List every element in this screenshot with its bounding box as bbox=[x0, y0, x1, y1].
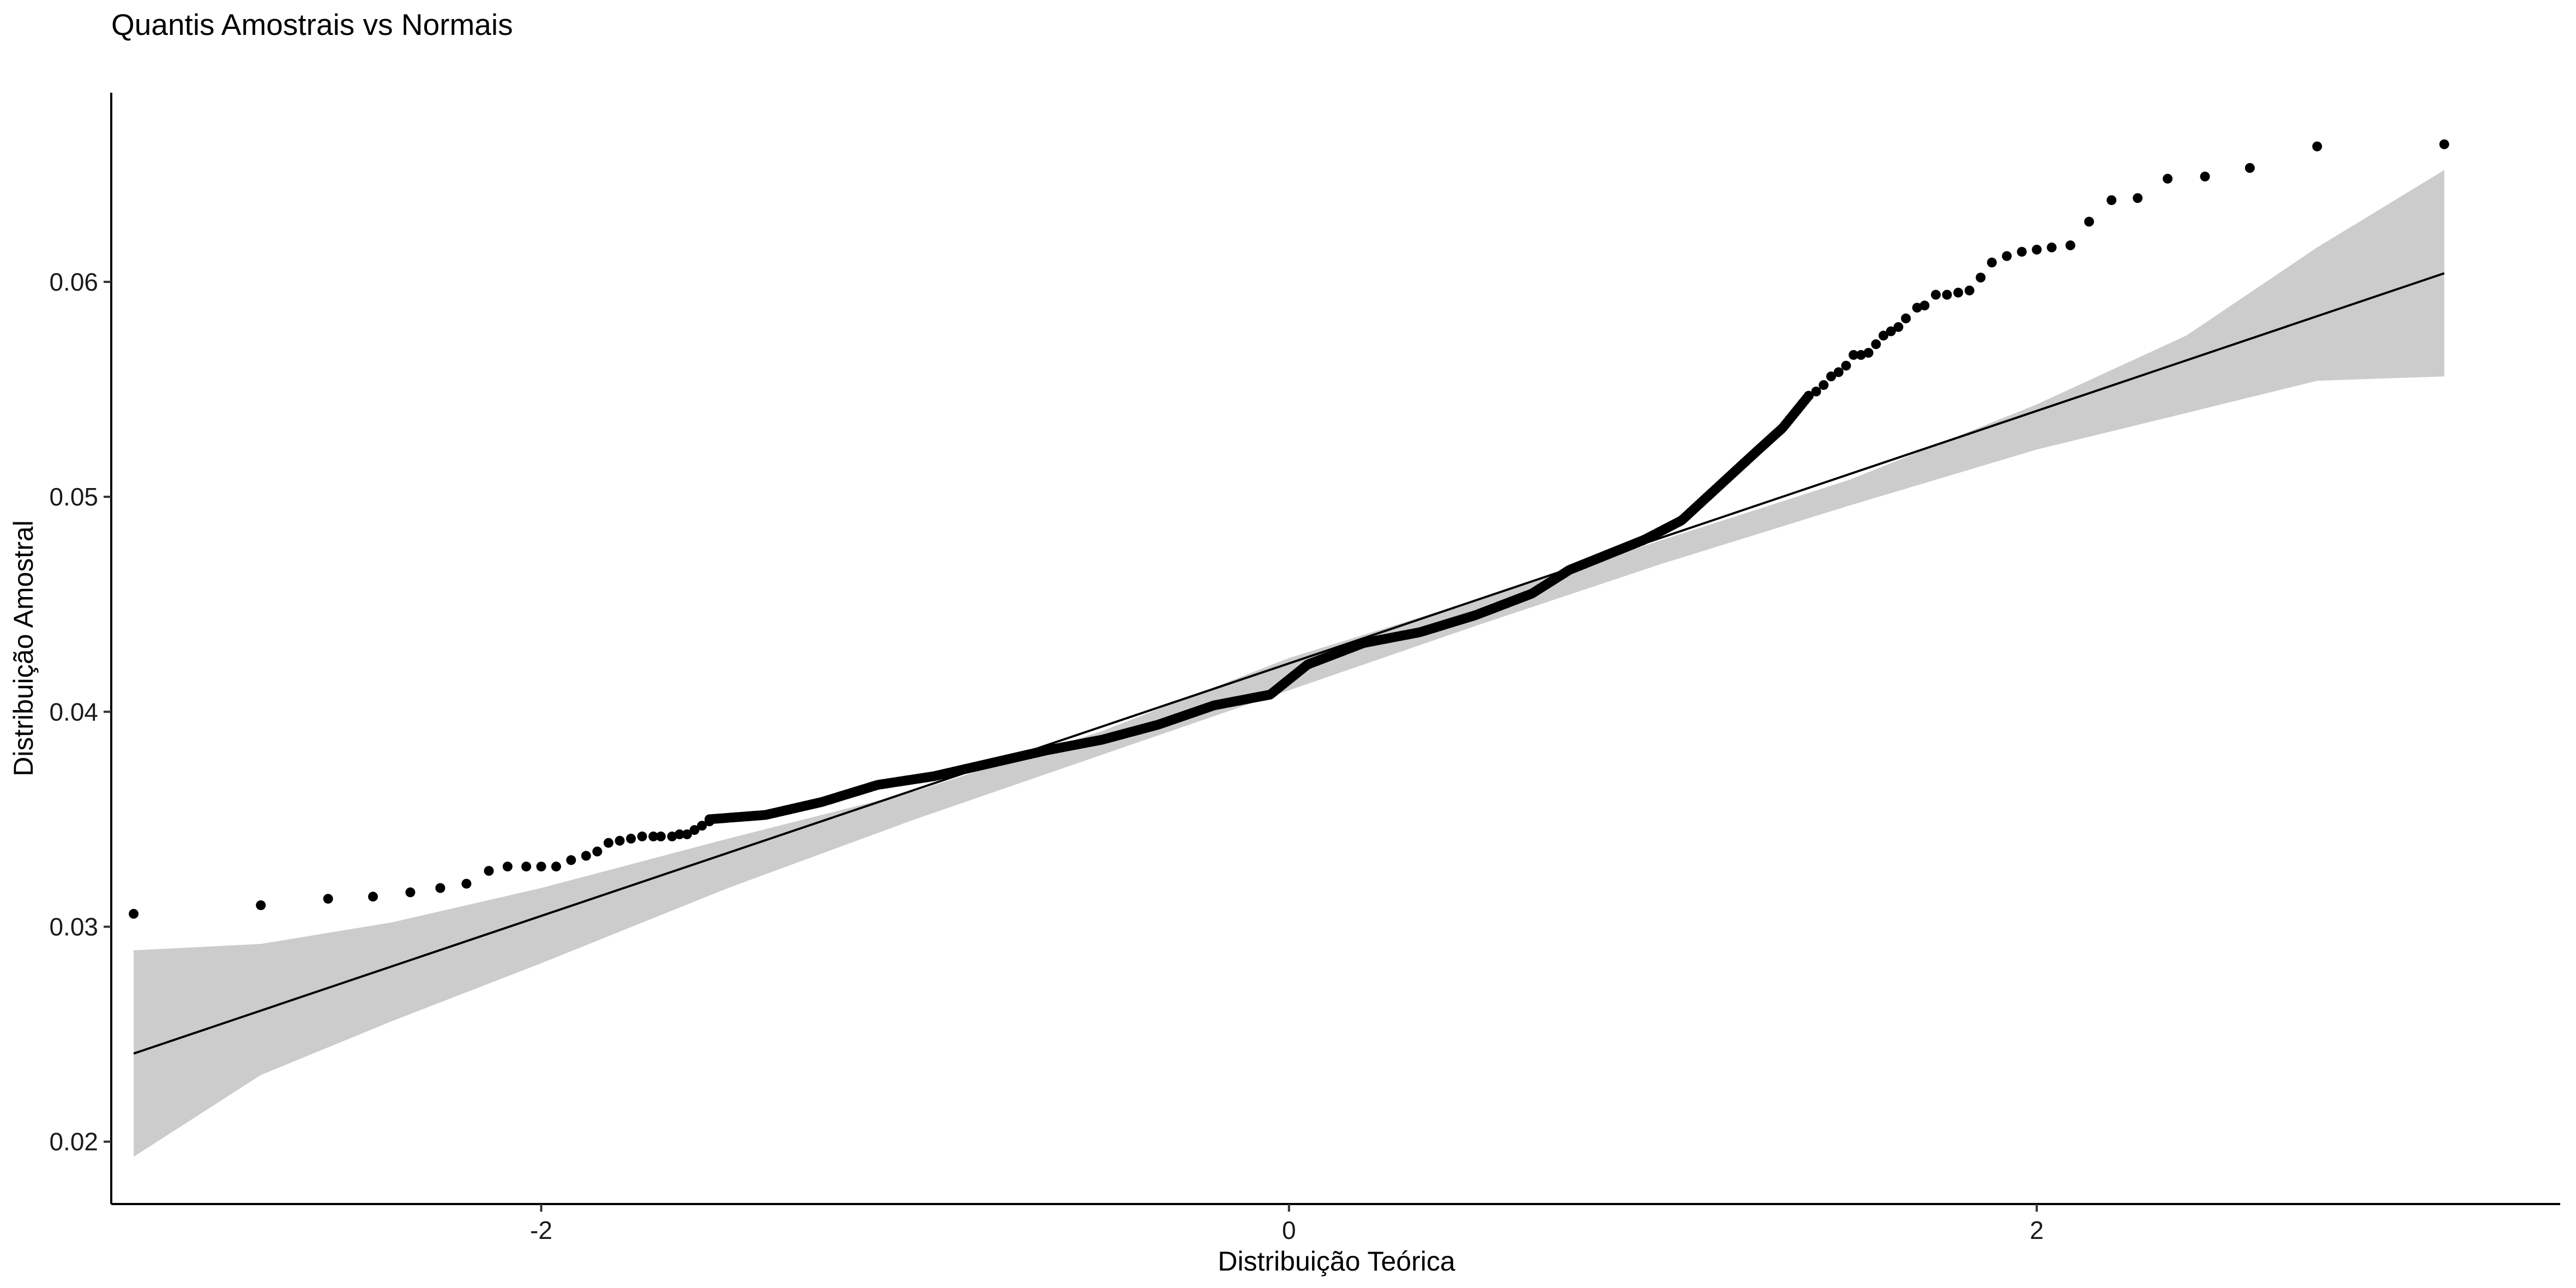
data-point bbox=[536, 862, 546, 872]
data-point bbox=[461, 878, 472, 889]
data-point bbox=[637, 831, 647, 841]
data-point bbox=[566, 855, 576, 865]
x-tick-label: 2 bbox=[2030, 1216, 2044, 1244]
y-tick-label: 0.06 bbox=[49, 268, 98, 296]
data-point bbox=[1819, 380, 1829, 390]
data-point bbox=[592, 846, 603, 857]
data-point bbox=[2017, 246, 2027, 257]
y-tick-label: 0.02 bbox=[49, 1128, 98, 1156]
data-point bbox=[435, 883, 446, 893]
data-point bbox=[1849, 350, 1859, 360]
data-point bbox=[1856, 350, 1866, 360]
y-tick-label: 0.05 bbox=[49, 483, 98, 511]
x-tick-label: -2 bbox=[530, 1216, 552, 1244]
data-point bbox=[1953, 287, 1964, 298]
data-point bbox=[648, 831, 659, 841]
reference-line bbox=[133, 272, 2445, 1055]
data-point bbox=[2047, 242, 2057, 252]
data-point bbox=[2084, 216, 2094, 227]
data-point bbox=[1811, 386, 1821, 396]
data-point bbox=[1863, 348, 1874, 358]
data-point bbox=[405, 887, 416, 898]
data-point bbox=[1871, 339, 1881, 350]
data-point bbox=[655, 831, 666, 841]
data-point bbox=[2002, 251, 2012, 261]
y-axis-label: Distribuição Amostral bbox=[8, 520, 39, 777]
data-point bbox=[502, 862, 513, 872]
data-point bbox=[2439, 139, 2449, 149]
data-point bbox=[581, 851, 591, 861]
data-point bbox=[1833, 367, 1844, 377]
data-point bbox=[2312, 141, 2322, 152]
data-point bbox=[129, 908, 139, 919]
data-point bbox=[615, 835, 625, 846]
data-point bbox=[682, 829, 692, 839]
data-point bbox=[1912, 303, 1922, 313]
x-tick-label: 0 bbox=[1282, 1216, 1296, 1244]
data-point bbox=[2065, 240, 2075, 250]
data-point bbox=[697, 821, 707, 831]
y-tick-label: 0.03 bbox=[49, 912, 98, 941]
data-point bbox=[323, 894, 333, 904]
data-point bbox=[1803, 390, 1814, 401]
data-point bbox=[2163, 173, 2173, 184]
x-ticks: -2 0 2 bbox=[530, 1204, 2044, 1244]
data-point bbox=[1942, 290, 1952, 300]
data-point bbox=[1893, 322, 1904, 332]
data-point bbox=[689, 825, 700, 835]
data-point bbox=[667, 831, 677, 841]
data-point bbox=[551, 862, 561, 872]
data-point bbox=[2106, 195, 2117, 206]
data-point bbox=[1987, 257, 1997, 268]
data-point bbox=[1901, 313, 1911, 323]
data-point bbox=[603, 838, 613, 848]
y-tick-label: 0.04 bbox=[49, 697, 98, 726]
data-point bbox=[1879, 330, 1888, 341]
chart-title: Quantis Amostrais vs Normais bbox=[111, 8, 513, 41]
x-axis-label: Distribuição Teórica bbox=[1218, 1246, 1455, 1277]
data-point bbox=[1976, 273, 1986, 282]
data-point bbox=[2133, 193, 2143, 203]
axes bbox=[110, 93, 2560, 1205]
data-point bbox=[1964, 285, 1975, 296]
data-point bbox=[675, 829, 685, 839]
data-point bbox=[2032, 244, 2042, 255]
data-point bbox=[1841, 360, 1851, 371]
data-point bbox=[368, 892, 378, 902]
data-point bbox=[1931, 290, 1941, 300]
data-point bbox=[256, 900, 266, 911]
data-point bbox=[521, 862, 532, 872]
data-point bbox=[2200, 171, 2210, 182]
data-point bbox=[484, 866, 494, 876]
data-point bbox=[1826, 371, 1836, 382]
y-ticks: 0.02 0.03 0.04 0.05 0.06 bbox=[49, 268, 111, 1156]
data-point bbox=[2244, 163, 2255, 173]
data-points bbox=[129, 139, 2449, 919]
data-point bbox=[1919, 300, 1930, 311]
data-point bbox=[626, 833, 636, 844]
data-point bbox=[1886, 326, 1896, 336]
